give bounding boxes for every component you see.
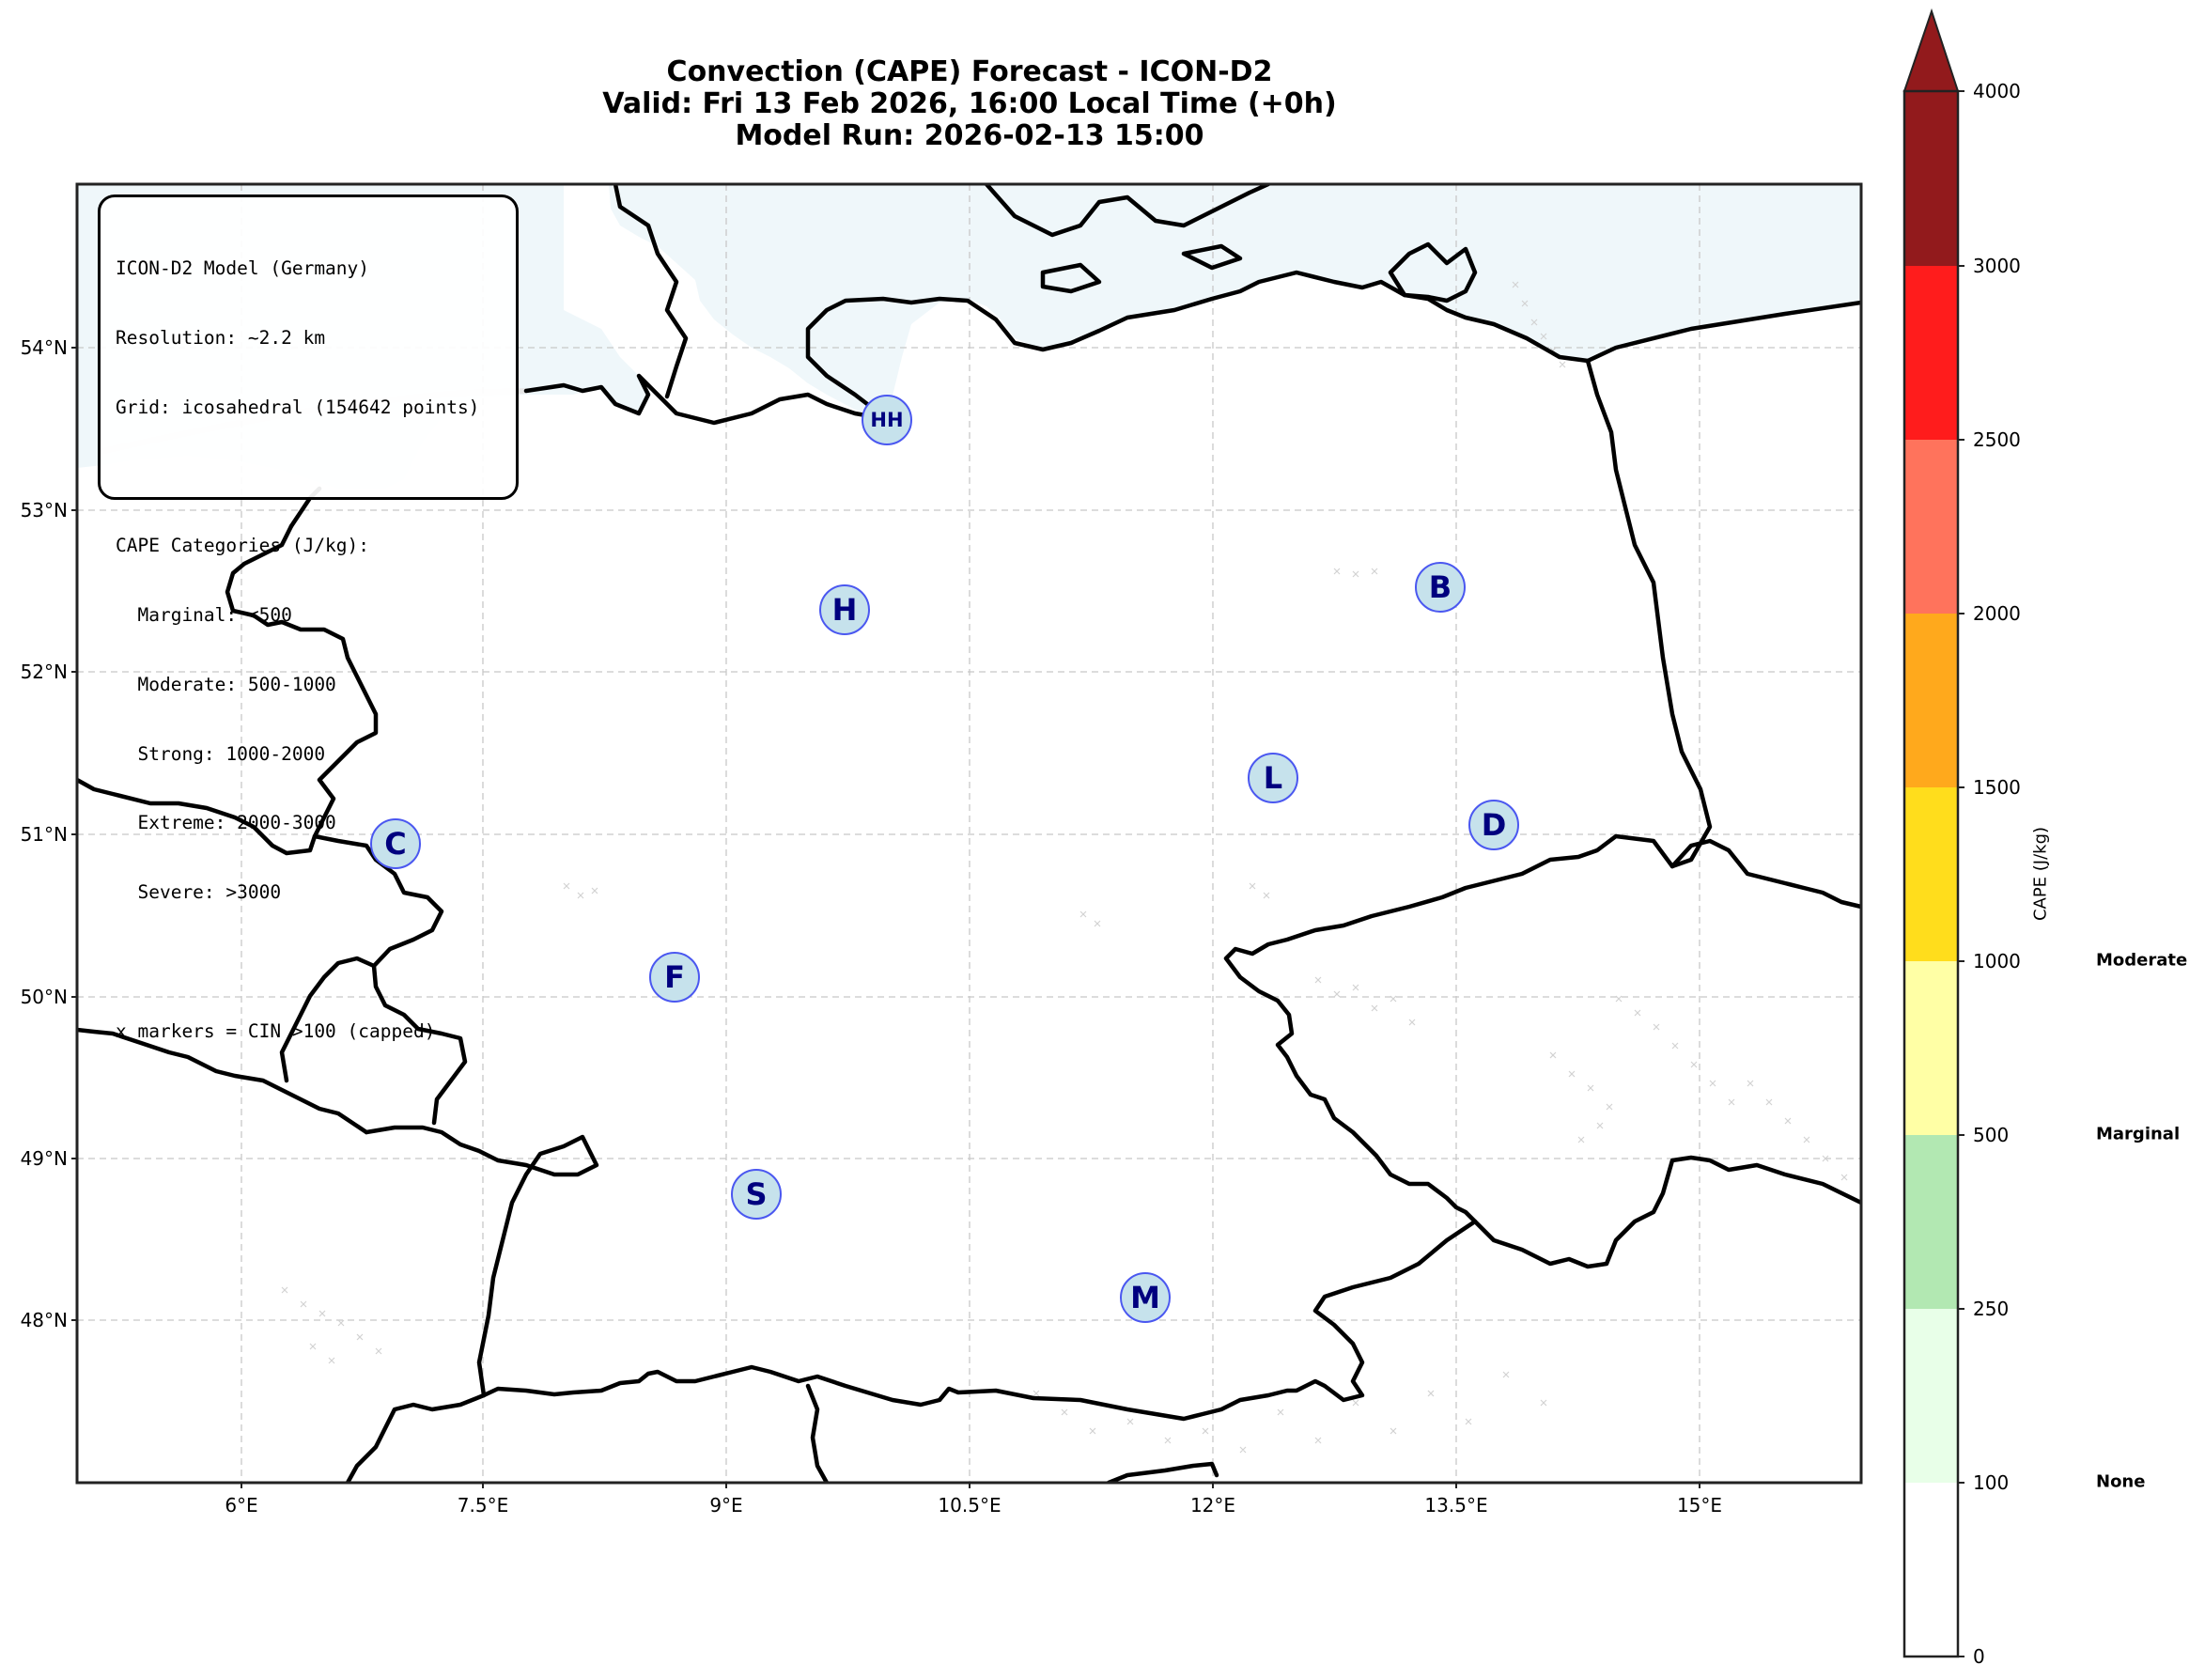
info-line (116, 951, 516, 974)
western-borders (77, 1027, 369, 1135)
colorbar-tick-label: 250 (1973, 1298, 2010, 1320)
lon-tick-label: 6°E (225, 1494, 258, 1517)
city-marker-stuttgart: S (731, 1169, 782, 1220)
colorbar-tick-label: 500 (1973, 1124, 2010, 1146)
german-czech-border (1223, 833, 1675, 1224)
lon-tick-label: 15°E (1676, 1494, 1723, 1517)
colorbar-tick-label: 3000 (1973, 255, 2021, 277)
cin-markers (281, 281, 1848, 1454)
info-line: ICON-D2 Model (Germany) (116, 257, 370, 280)
info-line: Moderate: 500-1000 (116, 673, 336, 695)
colorbar-category-none: None (2096, 1471, 2146, 1492)
colorbar-category-moderate: Moderate (2096, 950, 2188, 971)
info-line: Marginal: <500 (116, 604, 292, 627)
lat-tick-label: 50°N (20, 986, 68, 1008)
title-line-2: Valid: Fri 13 Feb 2026, 16:00 Local Time… (602, 87, 1337, 120)
title-line-1: Convection (CAPE) Forecast - ICON-D2 (666, 55, 1273, 88)
lat-tick-label: 52°N (20, 661, 68, 683)
lon-tick-label: 12°E (1189, 1494, 1236, 1517)
lat-tick-label: 53°N (20, 499, 68, 521)
info-line: Severe: >3000 (116, 881, 282, 904)
lon-tick-label: 9°E (709, 1494, 743, 1517)
lat-tick-label: 54°N (20, 336, 68, 359)
info-line (116, 466, 516, 490)
colorbar-tick-label: 1000 (1973, 950, 2021, 972)
city-marker-frankfurt: F (649, 952, 700, 1003)
colorbar-tick-label: 0 (1973, 1645, 1985, 1668)
info-line: x markers = CIN >100 (capped) (116, 1019, 436, 1042)
city-marker-hannover: H (819, 584, 870, 635)
colorbar (1902, 8, 1964, 1658)
title-line-3: Model Run: 2026-02-13 15:00 (735, 119, 1204, 152)
lon-tick-label: 13.5°E (1424, 1494, 1488, 1517)
colorbar-axis-label: CAPE (J/kg) (2030, 826, 2051, 922)
german-french-border (364, 1125, 599, 1398)
colorbar-tick-label: 2000 (1973, 602, 2021, 625)
city-marker-leipzig: L (1248, 753, 1298, 803)
info-line: Strong: 1000-2000 (116, 742, 326, 765)
lon-tick-label: 10.5°E (938, 1494, 1002, 1517)
city-marker-munich: M (1120, 1272, 1171, 1323)
lon-tick-label: 7.5°E (457, 1494, 509, 1517)
baltic-coast (805, 270, 1861, 422)
colorbar-extend-arrow (1902, 8, 1960, 92)
sea-area (77, 184, 1861, 489)
borders (77, 184, 1861, 1483)
chart-title: Convection (CAPE) Forecast - ICON-D2 Val… (77, 56, 1862, 152)
lat-tick-label: 49°N (20, 1147, 68, 1170)
city-marker-hamburg: HH (862, 395, 912, 445)
german-austrian-border (481, 1219, 1478, 1422)
colorbar-tick-label: 1500 (1973, 776, 2021, 799)
lat-tick-label: 51°N (20, 823, 68, 846)
info-line: Extreme: 2000-3000 (116, 812, 336, 834)
jutland-coast (613, 184, 689, 399)
city-marker-berlin: B (1415, 562, 1466, 613)
info-line: Grid: icosahedral (154642 points) (116, 396, 480, 418)
north-sea-coast (523, 373, 890, 426)
city-marker-dresden: D (1468, 800, 1519, 850)
info-box: ICON-D2 Model (Germany) Resolution: ~2.2… (98, 194, 519, 1042)
info-line: CAPE Categories (J/kg): (116, 535, 370, 557)
axis-ticks (71, 347, 1700, 1488)
colorbar-tick-label: 100 (1973, 1471, 2010, 1494)
german-polish-border (1585, 358, 1713, 869)
colorbar-category-marginal: Marginal (2096, 1124, 2181, 1144)
colorbar-tick-label: 2500 (1973, 428, 2021, 451)
colorbar-tick-label: 4000 (1973, 80, 2021, 102)
info-line: Resolution: ~2.2 km (116, 326, 326, 349)
city-marker-cologne: C (370, 818, 421, 869)
lat-tick-label: 48°N (20, 1309, 68, 1331)
